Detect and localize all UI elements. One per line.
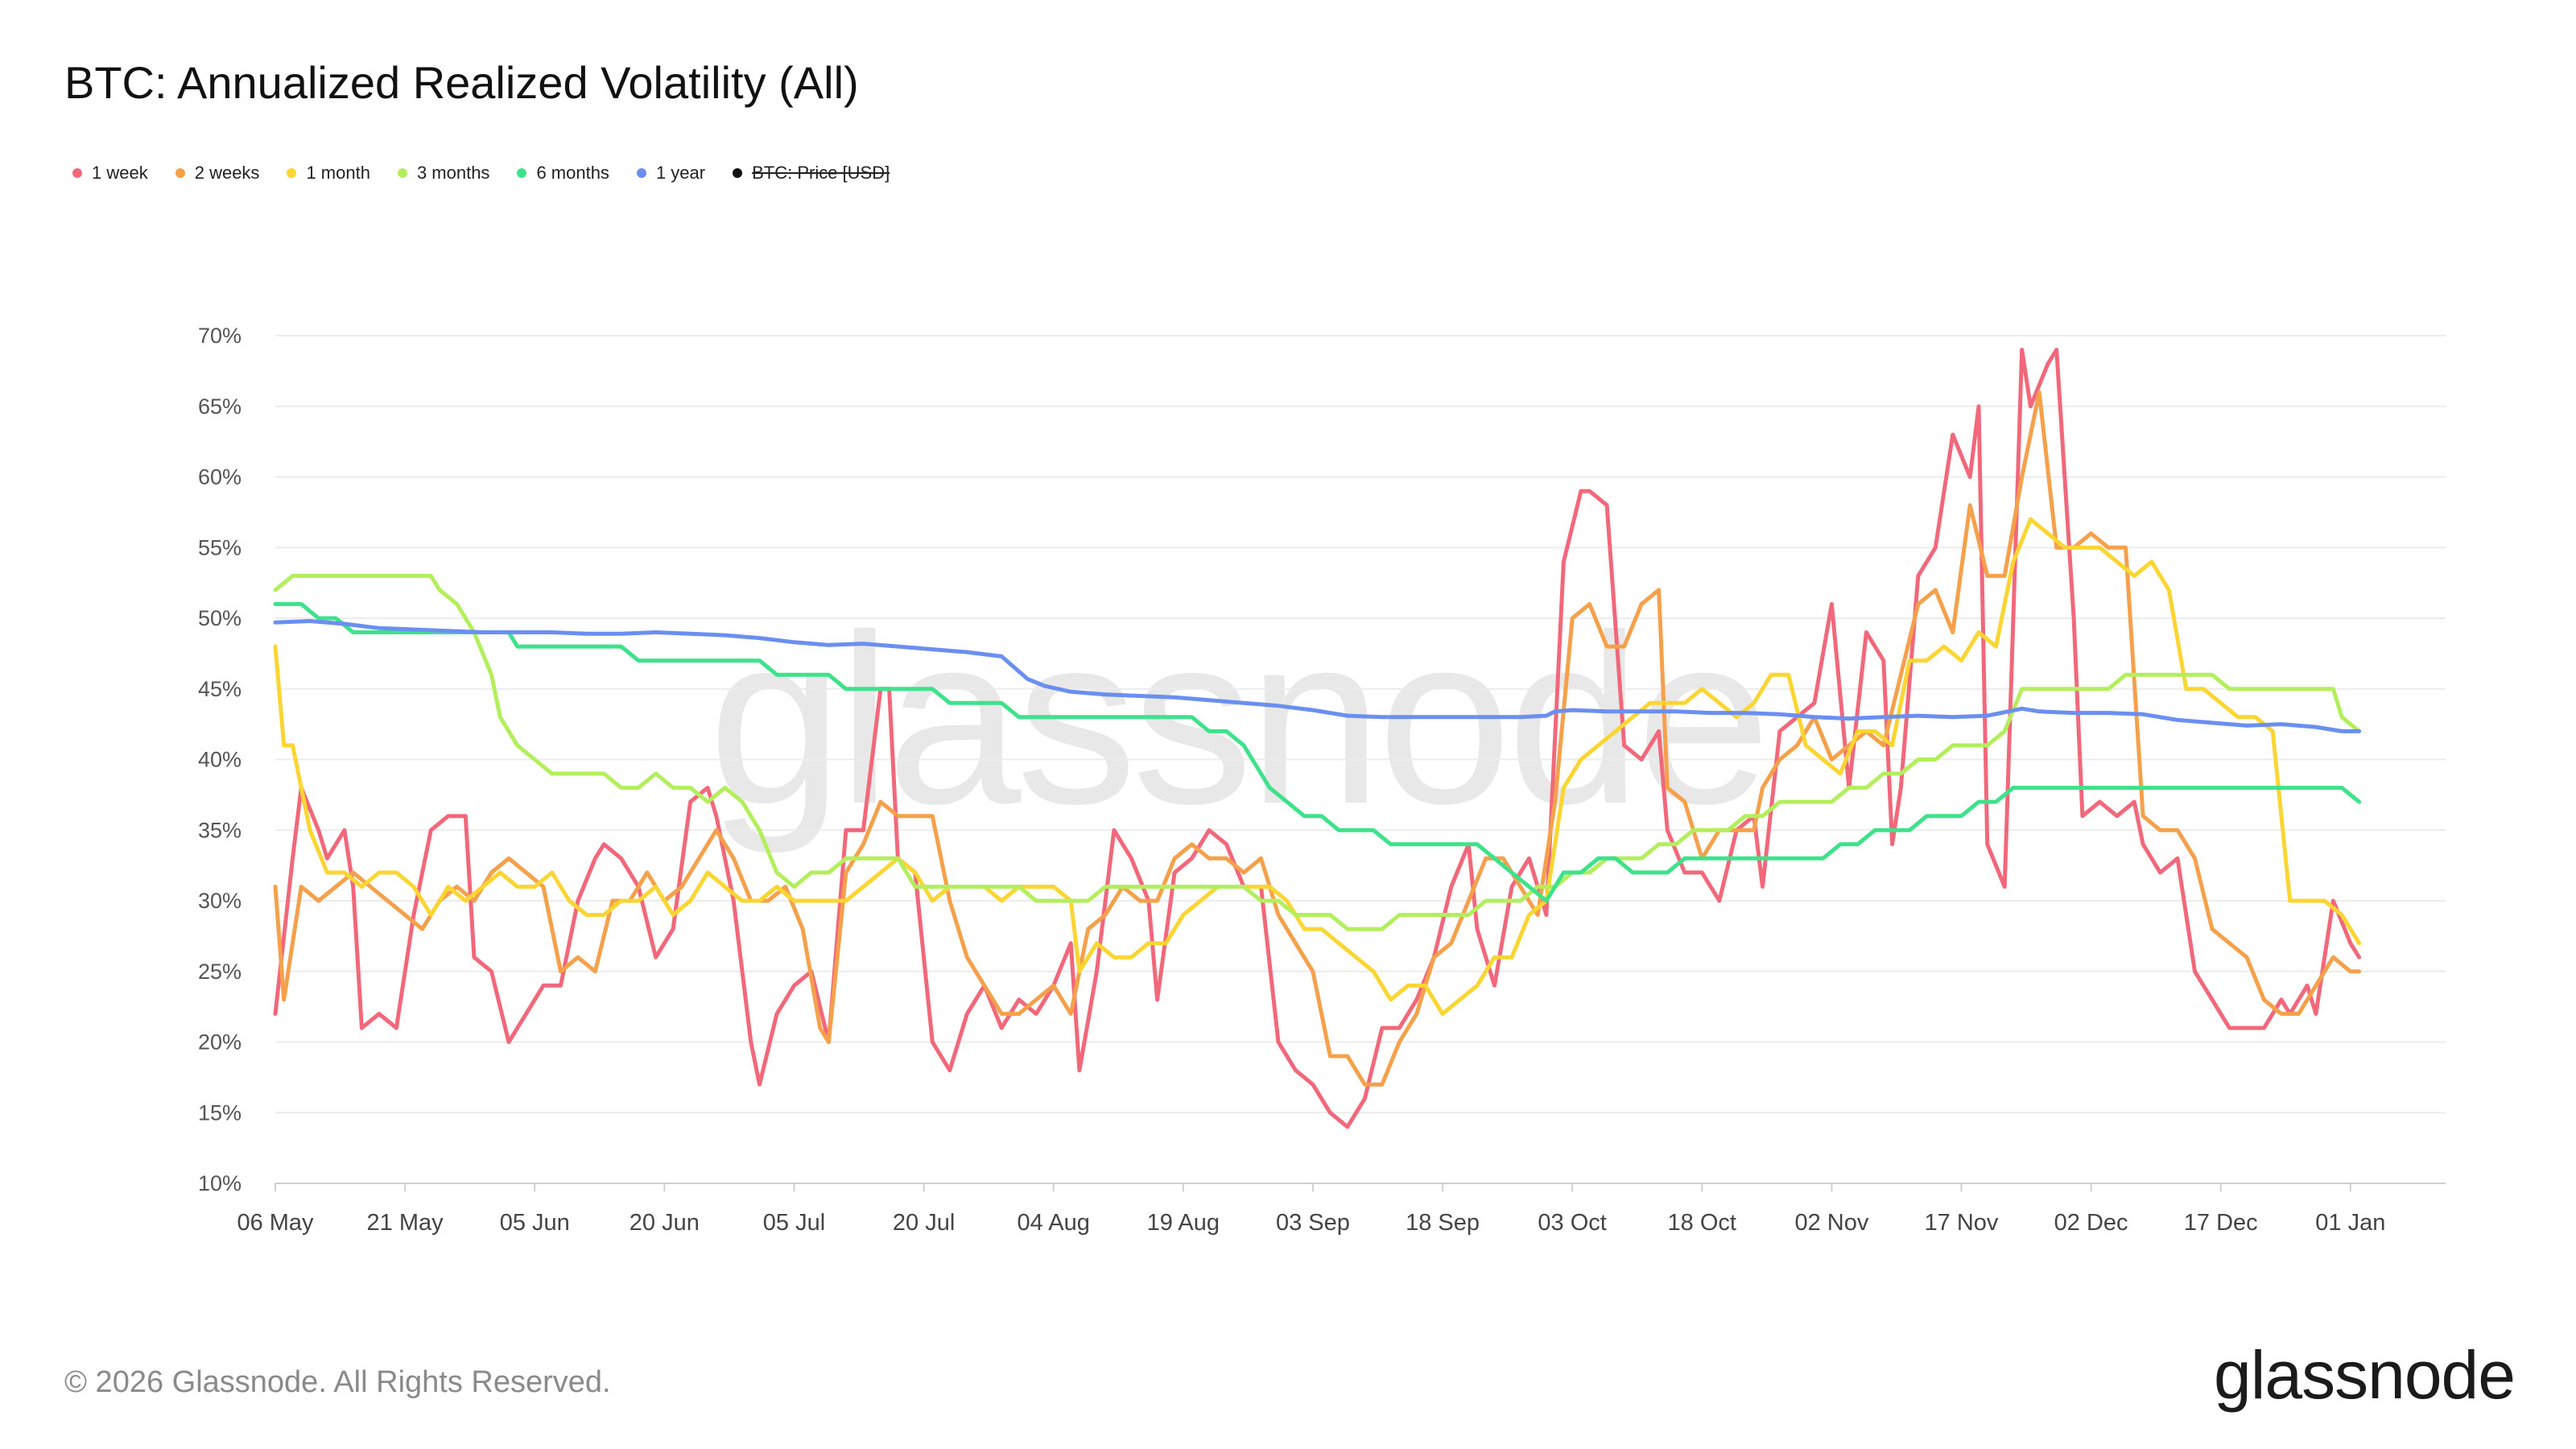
x-tick-label: 05 Jul bbox=[763, 1210, 825, 1236]
legend-label: 1 month bbox=[306, 163, 370, 183]
legend-dot-icon bbox=[72, 168, 82, 178]
series-line-2-weeks bbox=[273, 390, 2362, 1087]
legend-item-6-months[interactable]: 6 months bbox=[517, 163, 609, 184]
x-tick-label: 04 Aug bbox=[1018, 1210, 1090, 1236]
series-line-6-months bbox=[273, 601, 2362, 903]
legend-item-1-week[interactable]: 1 week bbox=[72, 163, 148, 184]
series-line-3-months bbox=[273, 573, 2362, 931]
x-tick-label: 03 Sep bbox=[1276, 1210, 1350, 1236]
y-tick-label: 40% bbox=[198, 748, 242, 772]
x-tick-label: 17 Dec bbox=[2184, 1210, 2258, 1236]
x-tick-label: 18 Oct bbox=[1668, 1210, 1736, 1236]
y-tick-label: 70% bbox=[198, 324, 242, 348]
legend-label: BTC: Price [USD] bbox=[752, 163, 890, 183]
legend: 1 week 2 weeks 1 month 3 months 6 months… bbox=[72, 163, 890, 184]
legend-dot-icon bbox=[287, 168, 297, 178]
glassnode-logo: glassnode bbox=[2214, 1337, 2516, 1413]
series-line-1-year bbox=[273, 619, 2362, 733]
legend-label: 2 weeks bbox=[194, 163, 260, 183]
legend-label: 1 year bbox=[655, 163, 706, 183]
x-tick-label: 06 May bbox=[237, 1210, 314, 1236]
y-tick-label: 45% bbox=[198, 677, 242, 701]
x-tick-label: 02 Dec bbox=[2054, 1210, 2128, 1236]
legend-item-btc-price[interactable]: BTC: Price [USD] bbox=[733, 163, 890, 184]
x-tick-label: 18 Sep bbox=[1406, 1210, 1480, 1236]
x-tick-label: 19 Aug bbox=[1147, 1210, 1220, 1236]
y-tick-label: 10% bbox=[198, 1171, 242, 1195]
legend-dot-icon bbox=[636, 168, 646, 178]
legend-dot-icon bbox=[397, 168, 407, 178]
legend-label: 1 week bbox=[92, 163, 148, 183]
legend-dot-icon bbox=[175, 168, 185, 178]
chart-title: BTC: Annualized Realized Volatility (All… bbox=[64, 57, 859, 108]
y-tick-label: 25% bbox=[198, 960, 242, 984]
legend-item-1-month[interactable]: 1 month bbox=[287, 163, 370, 184]
x-tick-label: 02 Nov bbox=[1794, 1210, 1868, 1236]
x-tick-label: 17 Nov bbox=[1925, 1210, 1999, 1236]
x-tick-label: 03 Oct bbox=[1538, 1210, 1606, 1236]
y-tick-label: 30% bbox=[198, 889, 242, 913]
x-tick-label: 21 May bbox=[367, 1210, 444, 1236]
x-tick-label: 20 Jun bbox=[630, 1210, 700, 1236]
copyright-text: © 2026 Glassnode. All Rights Reserved. bbox=[64, 1365, 611, 1399]
series-line-1-week bbox=[273, 348, 2362, 1129]
legend-label: 3 months bbox=[416, 163, 490, 183]
legend-item-2-weeks[interactable]: 2 weeks bbox=[175, 163, 260, 184]
y-tick-label: 55% bbox=[198, 535, 242, 559]
y-tick-label: 20% bbox=[198, 1030, 242, 1055]
y-tick-label: 50% bbox=[198, 606, 242, 630]
y-tick-label: 15% bbox=[198, 1100, 242, 1125]
x-tick-label: 20 Jul bbox=[893, 1210, 955, 1236]
legend-item-3-months[interactable]: 3 months bbox=[397, 163, 490, 184]
y-tick-label: 35% bbox=[198, 818, 242, 842]
y-tick-label: 65% bbox=[198, 394, 242, 419]
legend-label: 6 months bbox=[536, 163, 609, 183]
x-tick-label: 05 Jun bbox=[500, 1210, 570, 1236]
x-tick-label: 01 Jan bbox=[2315, 1210, 2385, 1236]
y-tick-label: 60% bbox=[198, 465, 242, 489]
legend-dot-icon bbox=[517, 168, 527, 178]
series-line-1-month bbox=[273, 517, 2362, 1016]
legend-item-1-year[interactable]: 1 year bbox=[636, 163, 706, 184]
legend-dot-icon bbox=[733, 168, 743, 178]
